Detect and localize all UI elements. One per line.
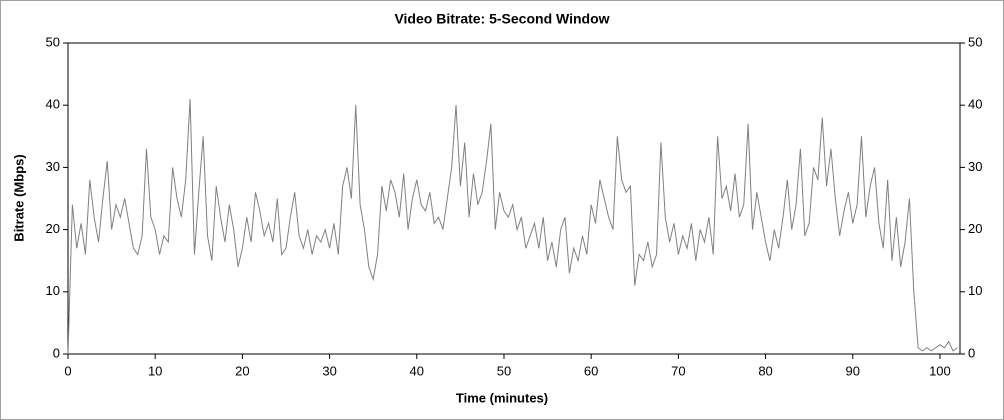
y2-tick-label: 20 <box>968 221 982 236</box>
y-tick-label: 40 <box>46 97 60 112</box>
x-axis-label: Time (minutes) <box>456 390 548 405</box>
x-tick-label: 50 <box>497 363 511 378</box>
y-tick-label: 50 <box>46 34 60 49</box>
y-tick-label: 10 <box>46 283 60 298</box>
x-tick-label: 100 <box>929 363 951 378</box>
x-tick-label: 20 <box>235 363 249 378</box>
y2-tick-label: 40 <box>968 97 982 112</box>
x-tick-label: 60 <box>584 363 598 378</box>
x-tick-label: 0 <box>64 363 71 378</box>
chart-title: Video Bitrate: 5-Second Window <box>394 11 609 27</box>
plot-area <box>67 42 961 355</box>
data-line <box>67 98 958 355</box>
x-tick-label: 80 <box>758 363 772 378</box>
x-tick-label: 90 <box>846 363 860 378</box>
x-tick-label: 70 <box>671 363 685 378</box>
y2-tick-label: 0 <box>968 345 975 360</box>
y2-tick-label: 30 <box>968 159 982 174</box>
y-axis-label: Bitrate (Mbps) <box>11 154 26 241</box>
x-tick-label: 30 <box>322 363 336 378</box>
y-tick-label: 30 <box>46 159 60 174</box>
y2-tick-label: 10 <box>968 283 982 298</box>
x-tick-label: 40 <box>410 363 424 378</box>
y2-tick-label: 50 <box>968 34 982 49</box>
y-tick-label: 20 <box>46 221 60 236</box>
y-tick-label: 0 <box>53 345 60 360</box>
x-tick-label: 10 <box>148 363 162 378</box>
